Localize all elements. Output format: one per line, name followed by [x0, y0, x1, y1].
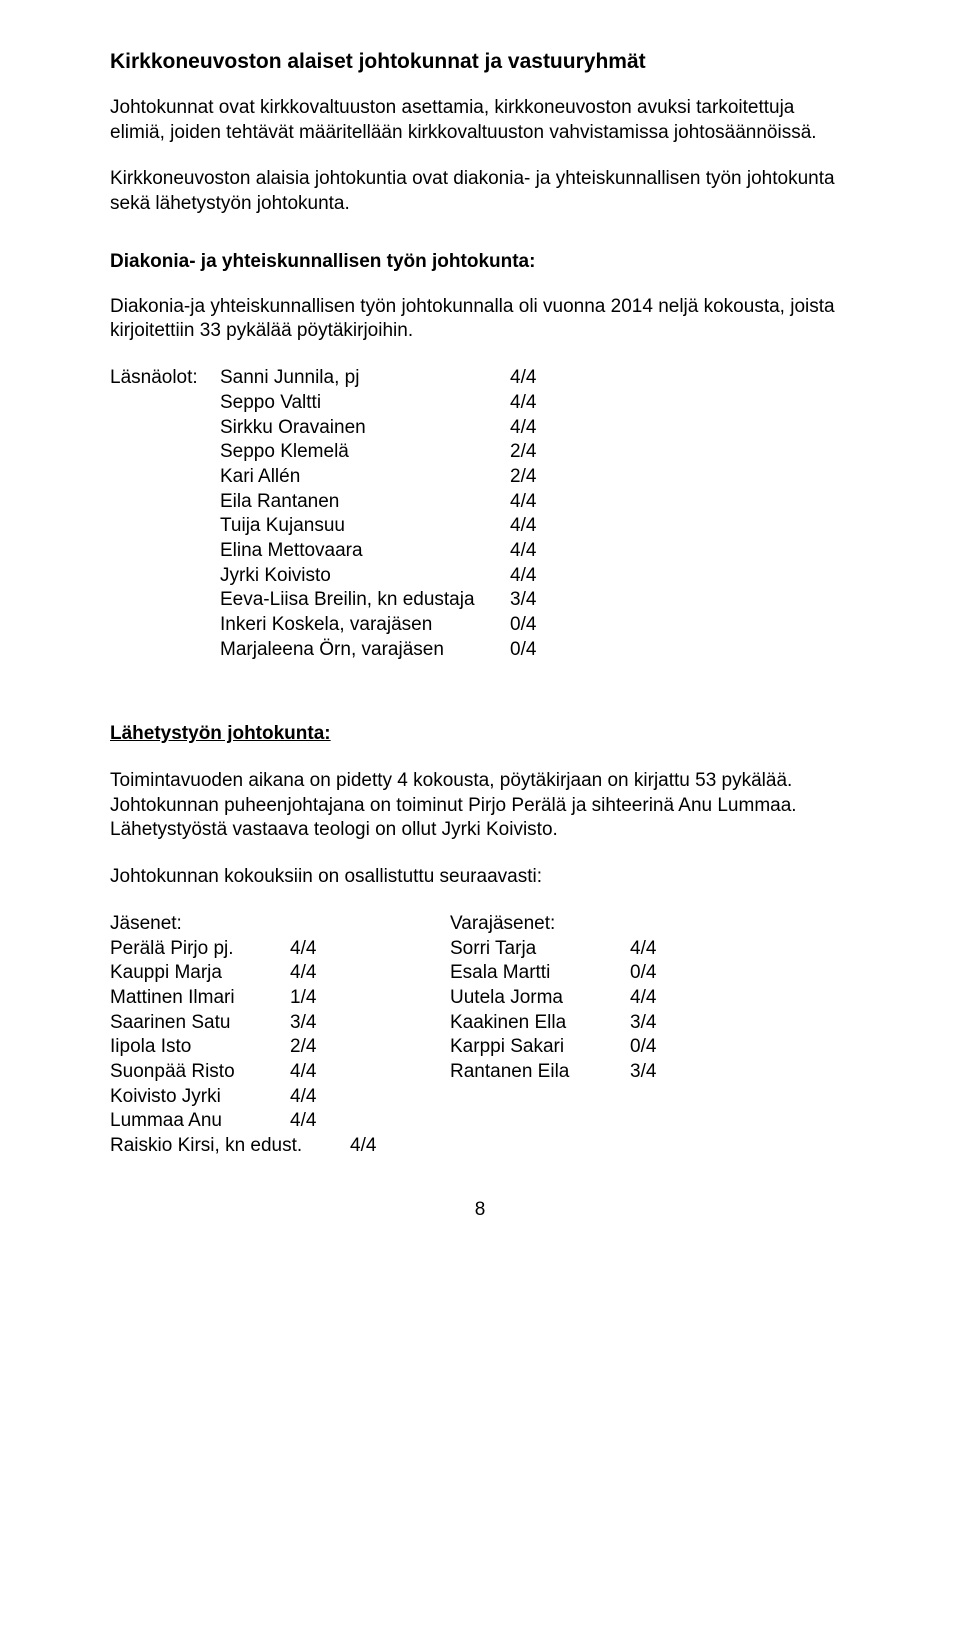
member-value: 4/4	[290, 937, 350, 962]
attendance-name: Marjaleena Örn, varajäsen	[220, 638, 510, 663]
alternate-name	[450, 1085, 630, 1110]
alternate-name: Rantanen Eila	[450, 1060, 630, 1085]
attendance-row: Jyrki Koivisto 4/4	[110, 564, 850, 589]
attendance-name: Seppo Valtti	[220, 391, 510, 416]
member-name: Lummaa Anu	[110, 1109, 290, 1134]
diakonia-paragraph: Diakonia-ja yhteiskunnallisen työn johto…	[110, 295, 850, 344]
attendance-name: Sirkku Oravainen	[220, 416, 510, 441]
alternate-value: 4/4	[630, 937, 690, 962]
members-header-right: Varajäsenet:	[450, 912, 630, 937]
members-header-row: Jäsenet: Varajäsenet:	[110, 912, 850, 937]
members-row: Perälä Pirjo pj. 4/4 Sorri Tarja 4/4	[110, 937, 850, 962]
intro-paragraph-2: Kirkkoneuvoston alaisia johtokuntia ovat…	[110, 167, 850, 216]
members-row: Iipola Isto 2/4 Karppi Sakari 0/4	[110, 1035, 850, 1060]
attendance-name: Sanni Junnila, pj	[220, 366, 510, 391]
alternate-name: Kaakinen Ella	[450, 1011, 630, 1036]
member-name: Koivisto Jyrki	[110, 1085, 290, 1110]
members-row: Kauppi Marja 4/4 Esala Martti 0/4	[110, 961, 850, 986]
attendance-name: Kari Allén	[220, 465, 510, 490]
attendance-value: 2/4	[510, 465, 570, 490]
alternate-name: Esala Martti	[450, 961, 630, 986]
attendance-row: Kari Allén 2/4	[110, 465, 850, 490]
attendance-row: Seppo Klemelä 2/4	[110, 440, 850, 465]
attendance-name: Inkeri Koskela, varajäsen	[220, 613, 510, 638]
attendance-row: Seppo Valtti 4/4	[110, 391, 850, 416]
lahetys-title-text: Lähetystyön johtokunta:	[110, 723, 331, 744]
attendance-prefix: Läsnäolot:	[110, 366, 220, 391]
document-page: Kirkkoneuvoston alaiset johtokunnat ja v…	[0, 0, 960, 1628]
attendance-row: Inkeri Koskela, varajäsen 0/4	[110, 613, 850, 638]
attendance-value: 3/4	[510, 588, 570, 613]
member-name: Kauppi Marja	[110, 961, 290, 986]
alternate-value: 0/4	[630, 1035, 690, 1060]
alternate-value: 0/4	[630, 961, 690, 986]
lahetys-heading: Lähetystyön johtokunta:	[110, 722, 850, 747]
attendance-row: Läsnäolot: Sanni Junnila, pj 4/4	[110, 366, 850, 391]
page-number: 8	[110, 1199, 850, 1221]
diakonia-attendance: Läsnäolot: Sanni Junnila, pj 4/4 Seppo V…	[110, 366, 850, 662]
members-row: Raiskio Kirsi, kn edust. 4/4	[110, 1134, 850, 1159]
member-name: Iipola Isto	[110, 1035, 290, 1060]
attendance-name: Tuija Kujansuu	[220, 514, 510, 539]
attendance-value: 4/4	[510, 514, 570, 539]
attendance-name: Jyrki Koivisto	[220, 564, 510, 589]
attendance-value: 0/4	[510, 613, 570, 638]
attendance-name: Eila Rantanen	[220, 490, 510, 515]
member-name: Saarinen Satu	[110, 1011, 290, 1036]
lahetys-paragraph-1: Toimintavuoden aikana on pidetty 4 kokou…	[110, 769, 850, 843]
member-name: Suonpää Risto	[110, 1060, 290, 1085]
main-heading: Kirkkoneuvoston alaiset johtokunnat ja v…	[110, 50, 850, 74]
member-value: 2/4	[290, 1035, 350, 1060]
attendance-value: 4/4	[510, 366, 570, 391]
alternate-value: 4/4	[630, 986, 690, 1011]
alternate-name: Sorri Tarja	[450, 937, 630, 962]
member-value: 4/4	[290, 1109, 350, 1134]
member-name: Raiskio Kirsi, kn edust.	[110, 1134, 350, 1159]
alternate-name: Karppi Sakari	[450, 1035, 630, 1060]
member-value: 1/4	[290, 986, 350, 1011]
alternate-value	[630, 1085, 690, 1110]
attendance-value: 0/4	[510, 638, 570, 663]
intro-paragraph-1: Johtokunnat ovat kirkkovaltuuston asetta…	[110, 96, 850, 145]
attendance-prefix	[110, 391, 220, 416]
attendance-value: 4/4	[510, 416, 570, 441]
attendance-value: 4/4	[510, 490, 570, 515]
members-row: Mattinen Ilmari 1/4 Uutela Jorma 4/4	[110, 986, 850, 1011]
members-row: Saarinen Satu 3/4 Kaakinen Ella 3/4	[110, 1011, 850, 1036]
member-value: 3/4	[290, 1011, 350, 1036]
member-name: Mattinen Ilmari	[110, 986, 290, 1011]
diakonia-heading: Diakonia- ja yhteiskunnallisen työn joht…	[110, 251, 850, 273]
alternate-name	[450, 1109, 630, 1134]
attendance-row: Eeva-Liisa Breilin, kn edustaja 3/4	[110, 588, 850, 613]
attendance-row: Sirkku Oravainen 4/4	[110, 416, 850, 441]
attendance-value: 4/4	[510, 539, 570, 564]
member-name: Perälä Pirjo pj.	[110, 937, 290, 962]
attendance-name: Seppo Klemelä	[220, 440, 510, 465]
alternate-value	[630, 1109, 690, 1134]
member-value: 4/4	[290, 1085, 350, 1110]
lahetys-paragraph-2: Johtokunnan kokouksiin on osallistuttu s…	[110, 865, 850, 890]
members-row: Koivisto Jyrki 4/4	[110, 1085, 850, 1110]
attendance-name: Eeva-Liisa Breilin, kn edustaja	[220, 588, 510, 613]
attendance-value: 4/4	[510, 564, 570, 589]
attendance-row: Eila Rantanen 4/4	[110, 490, 850, 515]
alternate-name: Uutela Jorma	[450, 986, 630, 1011]
members-row: Lummaa Anu 4/4	[110, 1109, 850, 1134]
alternate-value: 3/4	[630, 1011, 690, 1036]
member-value: 4/4	[290, 1060, 350, 1085]
members-row: Suonpää Risto 4/4 Rantanen Eila 3/4	[110, 1060, 850, 1085]
attendance-row: Elina Mettovaara 4/4	[110, 539, 850, 564]
attendance-name: Elina Mettovaara	[220, 539, 510, 564]
attendance-value: 4/4	[510, 391, 570, 416]
alternate-value: 3/4	[630, 1060, 690, 1085]
attendance-row: Marjaleena Örn, varajäsen 0/4	[110, 638, 850, 663]
member-value: 4/4	[290, 961, 350, 986]
members-header-left: Jäsenet:	[110, 912, 290, 937]
members-table: Jäsenet: Varajäsenet: Perälä Pirjo pj. 4…	[110, 912, 850, 1159]
attendance-value: 2/4	[510, 440, 570, 465]
attendance-row: Tuija Kujansuu 4/4	[110, 514, 850, 539]
